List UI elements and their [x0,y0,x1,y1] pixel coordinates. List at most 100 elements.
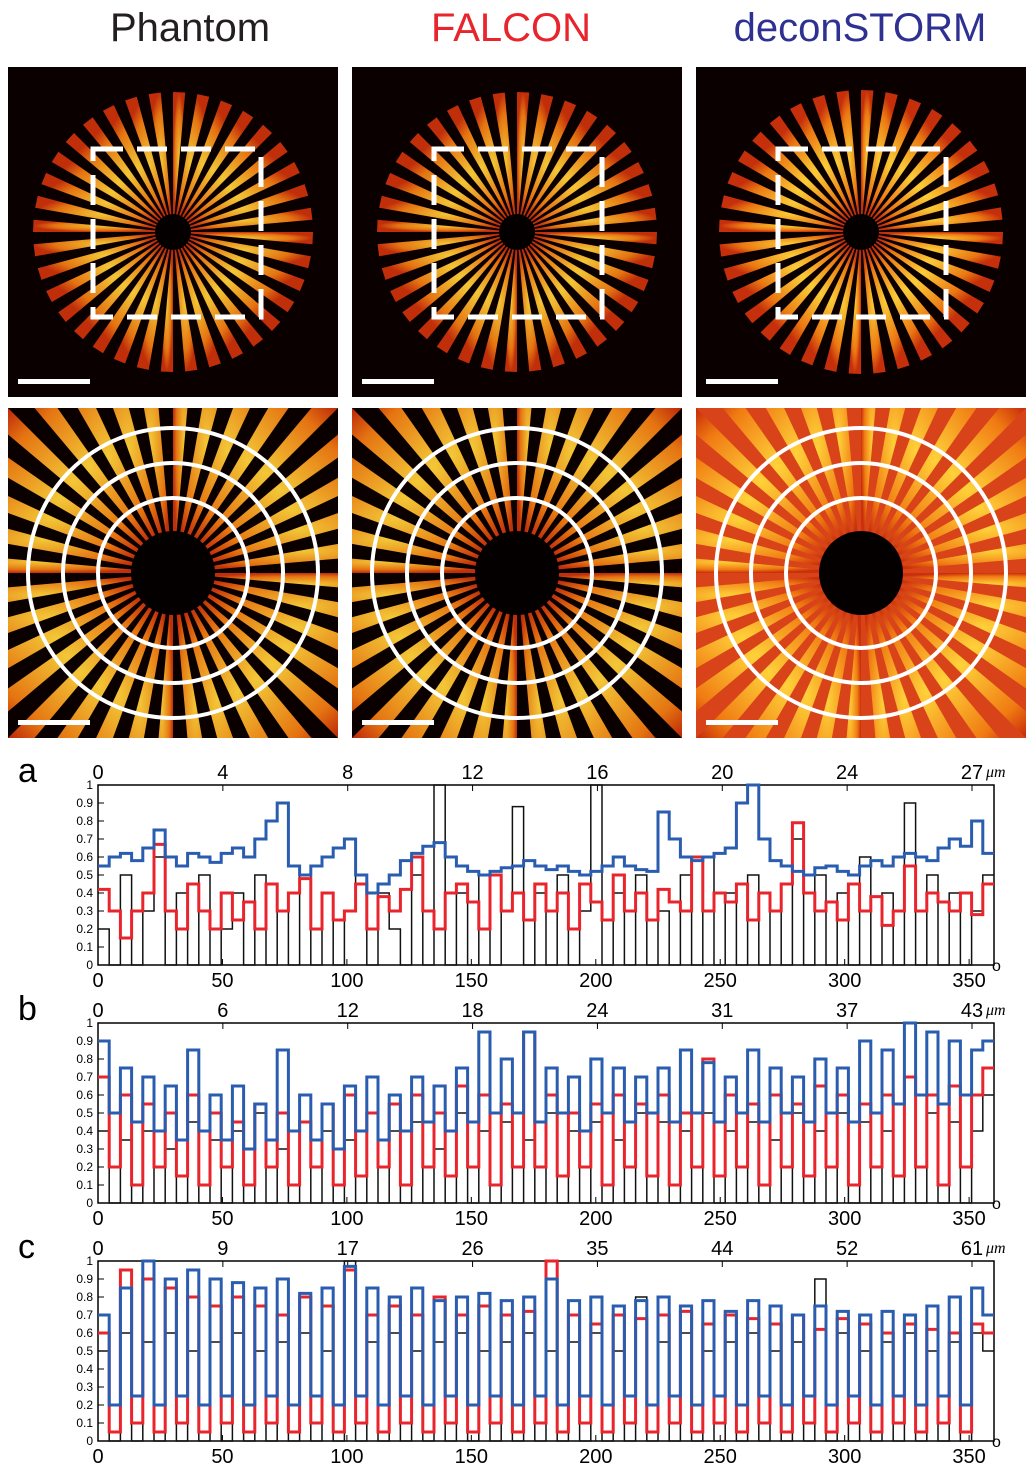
star-spoke [409,133,517,232]
star-spoke [861,477,1026,573]
star-spoke [8,408,173,573]
star-spoke [517,543,682,573]
star-spoke [696,457,861,573]
star-spoke [136,232,173,370]
x-top-tick-label: 24 [586,1000,608,1022]
star-spoke [143,408,173,573]
star-spoke [390,232,517,302]
y-tick-label: 0.1 [76,1416,93,1430]
star-spoke [800,232,861,366]
star-spoke [861,573,1000,738]
star-spoke [352,573,517,738]
star-spoke [861,573,1026,689]
x-bottom-unit: o [992,958,1001,975]
star-spoke [517,184,653,232]
series-line-falcon [98,821,994,940]
x-top-tick-label: 20 [711,762,733,784]
star-spoke [58,232,174,322]
star-spoke [173,232,313,245]
star-spoke [33,219,173,232]
x-bottom-tick-label: 300 [828,1446,861,1468]
x-top-tick-label: 27 [961,762,983,784]
star-spoke [517,232,655,269]
star-spoke [352,408,517,573]
star-spoke [457,232,517,364]
x-bottom-tick-label: 50 [211,970,233,992]
x-top-unit: μm [985,1002,1006,1019]
star-spoke [861,573,922,738]
star-spoke [173,232,221,368]
star-spoke [480,232,517,370]
center-hole [843,214,879,250]
star-spoke [8,573,173,738]
star-spoke [352,573,517,634]
profile-ring [440,496,594,650]
y-tick-label: 0.4 [76,1362,93,1376]
panel-label-b: b [18,990,37,1028]
profile-ring [784,496,938,650]
x-top-tick-label: 52 [836,1238,858,1260]
star-spoke [719,232,861,257]
profile-plot-c: 0 0.1 0.2 0.3 0.4 0.5 0.6 0.7 0.8 0.9 1 0 50 100 150 20… [0,1231,1026,1481]
phantom-zoom-image [8,408,338,738]
x-top-tick-label: 31 [711,1000,733,1022]
y-tick-label: 0.5 [76,1106,93,1120]
x-bottom-tick-label: 150 [455,1208,488,1230]
series-line-falcon [98,1030,994,1187]
star-spoke [74,232,173,340]
star-spoke [861,543,1026,573]
star-spoke [760,232,861,341]
star-spoke [517,573,656,738]
zoom-region-box [775,146,949,320]
title-falcon: FALCON [430,6,592,50]
scale-bar [362,720,434,725]
profile-plot-a: 0 0.1 0.2 0.3 0.4 0.5 0.6 0.7 0.8 0.9 1 0 50 100 150 20… [0,755,1026,1005]
star-spoke [861,232,886,374]
star-spoke [125,96,173,232]
x-top-tick-label: 8 [342,762,353,784]
y-tick-label: 0.8 [76,1052,93,1066]
star-spoke [51,151,174,232]
y-tick-label: 0.5 [76,1344,93,1358]
y-tick-label: 0 [86,1196,93,1210]
y-tick-label: 0.5 [76,868,93,882]
star-spoke [128,573,173,738]
star-spoke [848,232,861,374]
star-spoke [160,232,173,372]
star-spoke [8,573,173,603]
series-line-decon [98,1259,994,1407]
x-bottom-tick-label: 200 [579,1208,612,1230]
star-spoke [861,408,1026,573]
x-top-tick-label: 12 [461,762,483,784]
star-spoke [517,232,639,313]
star-spoke [861,232,995,293]
star-spoke [418,232,517,340]
star-spoke [173,573,338,689]
x-bottom-unit: o [992,1196,1001,1213]
star-spoke [727,171,861,232]
y-tick-label: 0.7 [76,1070,93,1084]
profile-ring [61,461,285,685]
star-spoke [96,573,173,738]
y-tick-label: 0.3 [76,1142,93,1156]
star-spoke [173,573,338,738]
star-spoke [173,573,203,738]
x-top-tick-label: 24 [836,762,858,784]
star-spoke [861,232,984,314]
x-bottom-tick-label: 350 [952,1446,985,1468]
deconstorm-full-image [696,67,1026,397]
star-spoke [517,232,649,292]
star-spoke [173,477,338,573]
profile-ring [370,426,664,720]
y-tick-label: 0.8 [76,814,93,828]
star-spoke [504,232,517,372]
title-deconstorm: deconSTORM [733,6,987,50]
star-spoke [377,219,517,232]
profile-ring [26,426,320,720]
x-top-tick-label: 0 [92,1000,103,1022]
star-spoke [385,172,517,232]
star-spoke [861,92,898,232]
profile-ring [749,461,973,685]
scale-bar [706,379,778,384]
star-spoke [34,408,173,573]
